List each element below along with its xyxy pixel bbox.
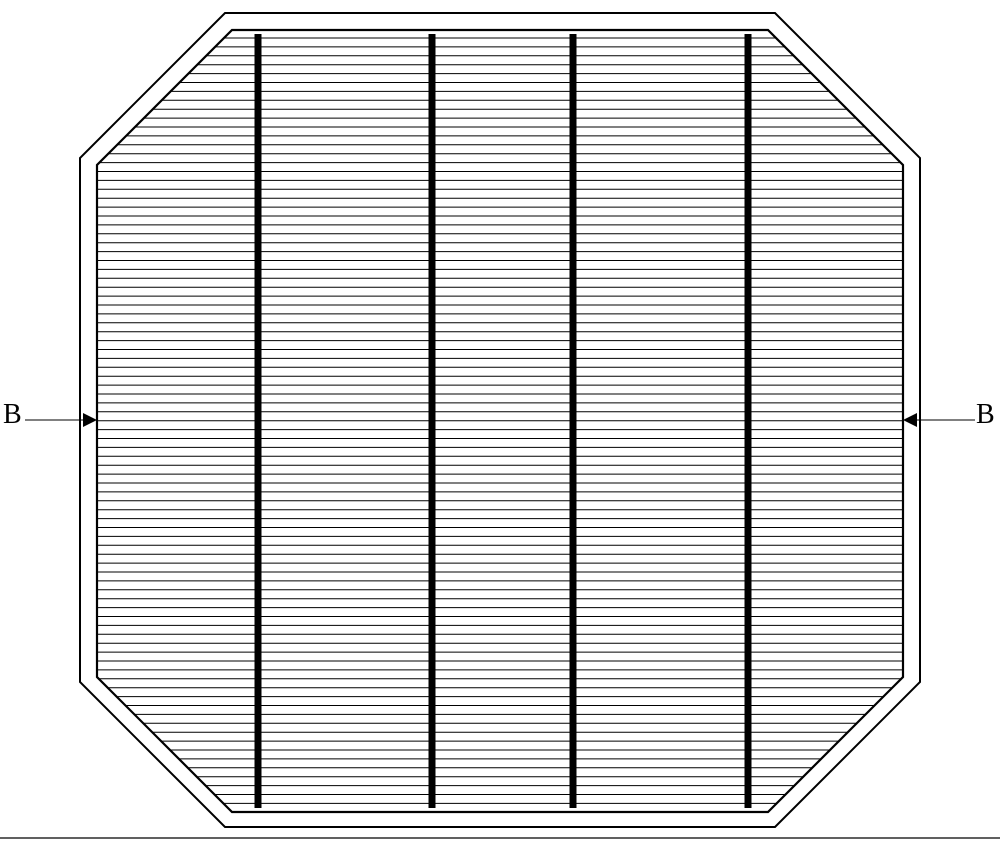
hatch-lines: [87, 38, 913, 803]
section-label-left: B: [3, 399, 22, 431]
diagram-svg: [0, 0, 1000, 843]
section-line-right: [903, 413, 975, 427]
section-label-right: B: [976, 399, 995, 431]
diagram-stage: B B: [0, 0, 1000, 843]
section-line-left: [25, 413, 97, 427]
outer-frame-outline: [80, 13, 920, 827]
